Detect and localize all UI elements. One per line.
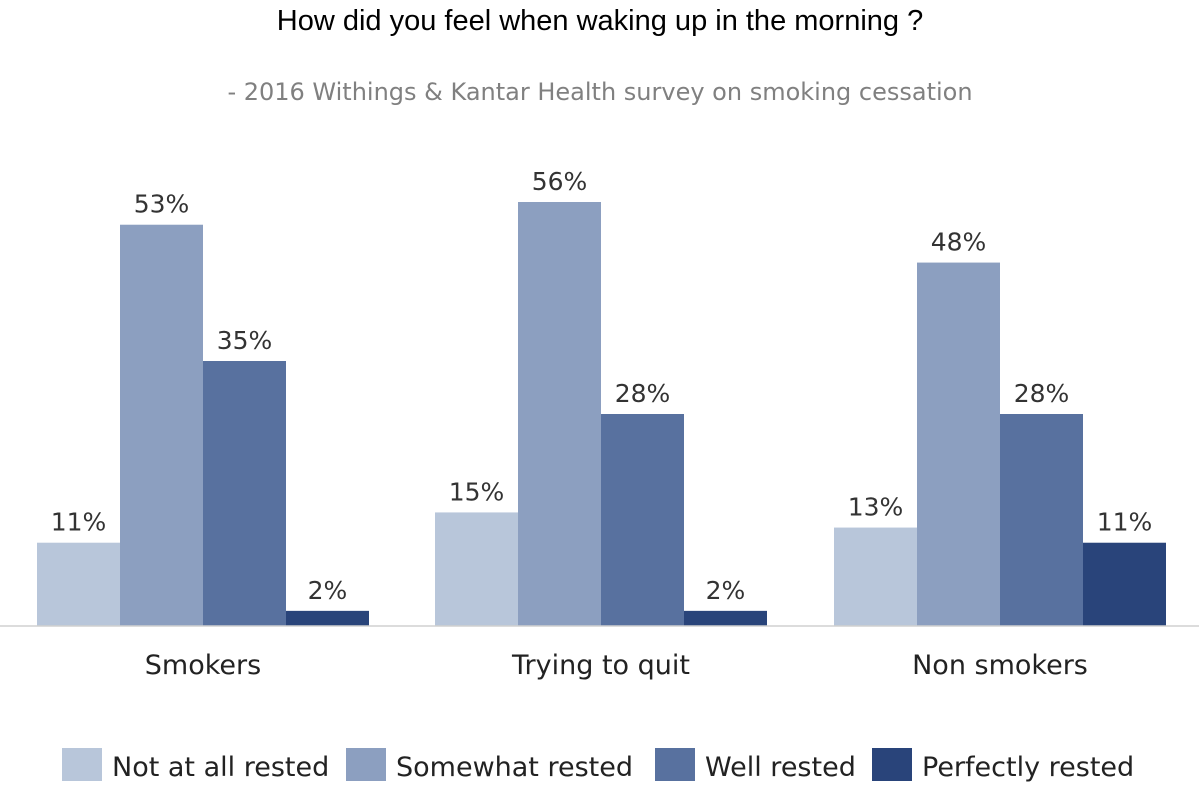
- bar-trying-to-quit-well-rested: [601, 414, 684, 626]
- category-label-smokers: Smokers: [145, 650, 261, 681]
- data-label-non-smokers-not-at-all-rested: 13%: [848, 493, 904, 522]
- legend-swatch-not-at-all-rested: [62, 748, 102, 781]
- bars-layer: [37, 202, 1166, 626]
- chart-subtitle: - 2016 Withings & Kantar Health survey o…: [227, 78, 972, 106]
- category-label-non-smokers: Non smokers: [912, 650, 1088, 681]
- data-label-smokers-perfectly-rested: 2%: [308, 576, 348, 605]
- bar-smokers-not-at-all-rested: [37, 542, 120, 626]
- legend-label-perfectly-rested: Perfectly rested: [922, 752, 1134, 783]
- bar-non-smokers-somewhat-rested: [917, 262, 1000, 626]
- legend-label-not-at-all-rested: Not at all rested: [112, 752, 329, 783]
- bar-trying-to-quit-somewhat-rested: [518, 202, 601, 626]
- data-label-trying-to-quit-somewhat-rested: 56%: [532, 167, 588, 196]
- bar-trying-to-quit-not-at-all-rested: [435, 512, 518, 626]
- data-label-non-smokers-somewhat-rested: 48%: [931, 228, 987, 257]
- bar-non-smokers-not-at-all-rested: [834, 527, 917, 626]
- bar-trying-to-quit-perfectly-rested: [684, 610, 767, 626]
- data-label-trying-to-quit-perfectly-rested: 2%: [706, 576, 746, 605]
- chart-title: How did you feel when waking up in the m…: [277, 5, 923, 37]
- data-label-smokers-somewhat-rested: 53%: [134, 190, 190, 219]
- legend-swatch-somewhat-rested: [346, 748, 386, 781]
- bar-smokers-somewhat-rested: [120, 224, 203, 626]
- legend-swatch-well-rested: [655, 748, 695, 781]
- data-label-non-smokers-perfectly-rested: 11%: [1097, 508, 1153, 537]
- legend-label-well-rested: Well rested: [705, 752, 856, 783]
- category-labels-layer: Smokers Trying to quit Non smokers: [145, 650, 1088, 681]
- bar-smokers-well-rested: [203, 361, 286, 626]
- legend: Not at all rested Somewhat rested Well res…: [62, 748, 1134, 783]
- data-label-non-smokers-well-rested: 28%: [1014, 379, 1070, 408]
- data-label-smokers-not-at-all-rested: 11%: [51, 508, 107, 537]
- data-label-trying-to-quit-well-rested: 28%: [615, 379, 671, 408]
- data-labels-layer: 11% 53% 35% 2% 15% 56% 28% 2% 13% 48% 28% 11%: [51, 167, 1153, 605]
- bar-non-smokers-well-rested: [1000, 414, 1083, 626]
- legend-swatch-perfectly-rested: [872, 748, 912, 781]
- data-label-smokers-well-rested: 35%: [217, 326, 273, 355]
- legend-label-somewhat-rested: Somewhat rested: [396, 752, 633, 783]
- category-label-trying-to-quit: Trying to quit: [511, 650, 690, 681]
- data-label-trying-to-quit-not-at-all-rested: 15%: [449, 477, 505, 506]
- bar-smokers-perfectly-rested: [286, 610, 369, 626]
- bar-non-smokers-perfectly-rested: [1083, 542, 1166, 626]
